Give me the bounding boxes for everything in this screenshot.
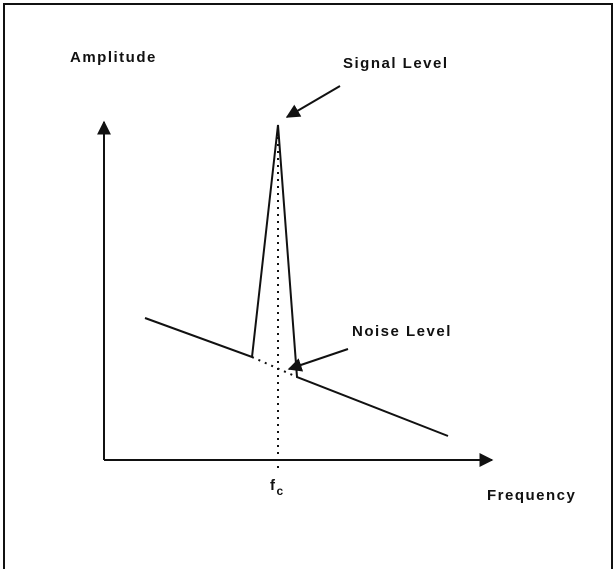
noise-label: Noise Level bbox=[352, 323, 452, 340]
center-label: fc bbox=[270, 477, 285, 498]
spectrum-line bbox=[144, 124, 449, 437]
y-axis-label: Amplitude bbox=[70, 49, 157, 66]
signal-arrow bbox=[285, 85, 341, 118]
frame bbox=[3, 3, 613, 569]
x-axis-label: Frequency bbox=[487, 487, 576, 504]
noise-arrow bbox=[287, 348, 349, 372]
center-label-main: f bbox=[270, 477, 277, 494]
center-label-sub: c bbox=[277, 484, 285, 498]
signal-label: Signal Level bbox=[343, 55, 449, 72]
noise-dotted-line bbox=[251, 356, 298, 378]
